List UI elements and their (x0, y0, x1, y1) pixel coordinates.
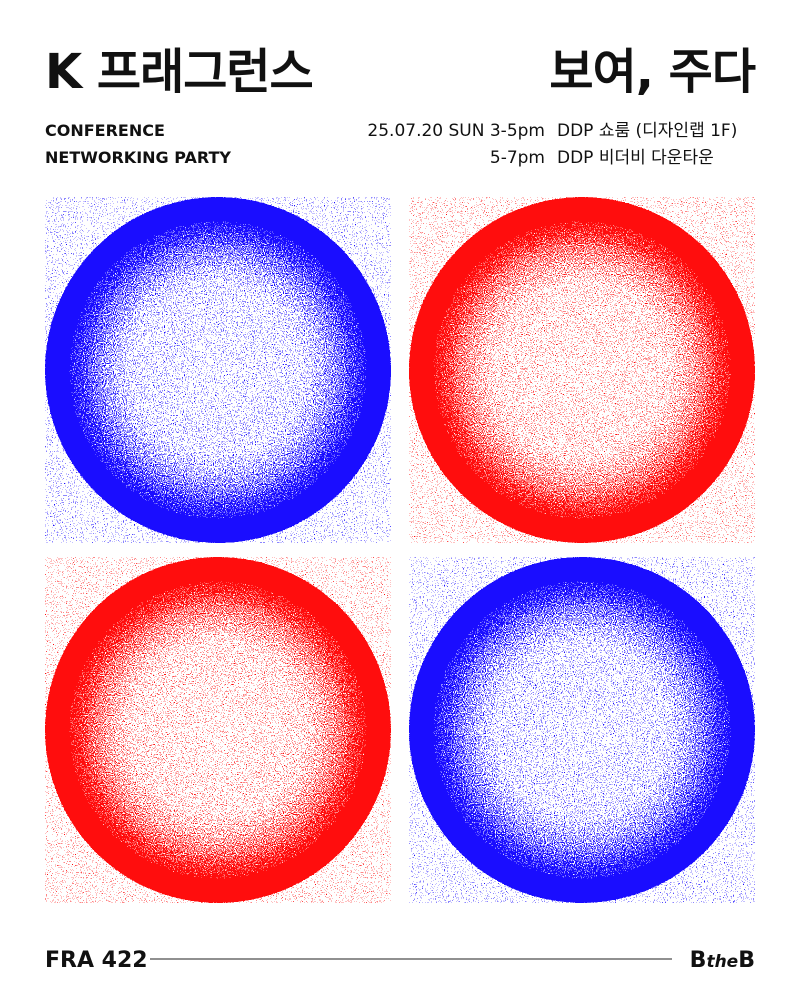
logo-part: the (706, 952, 738, 972)
event-label: NETWORKING PARTY (45, 148, 231, 167)
blue-circle (45, 197, 391, 543)
title-right: 보여, 주다 (549, 44, 755, 100)
footer-code: FRA 422 (45, 948, 148, 973)
event-info: CONFERENCE 25.07.20 SUN 3-5pm DDP 쇼룸 (디자… (45, 121, 737, 168)
blue-circle (409, 557, 755, 903)
logo-part: B (738, 948, 755, 973)
circles (45, 197, 755, 903)
event-place: DDP 쇼룸 (디자인랩 1F) (557, 121, 737, 141)
logo-part: B (690, 948, 707, 973)
footer-logo: BtheB (690, 948, 755, 973)
event-time: 5-7pm (490, 148, 545, 168)
event-time: 25.07.20 SUN 3-5pm (367, 121, 545, 141)
event-place: DDP 비더비 다운타운 (557, 148, 714, 168)
event-label: CONFERENCE (45, 121, 165, 140)
red-circle (45, 557, 391, 903)
red-circle (409, 197, 755, 543)
title-left: K 프래그런스 (45, 44, 313, 100)
